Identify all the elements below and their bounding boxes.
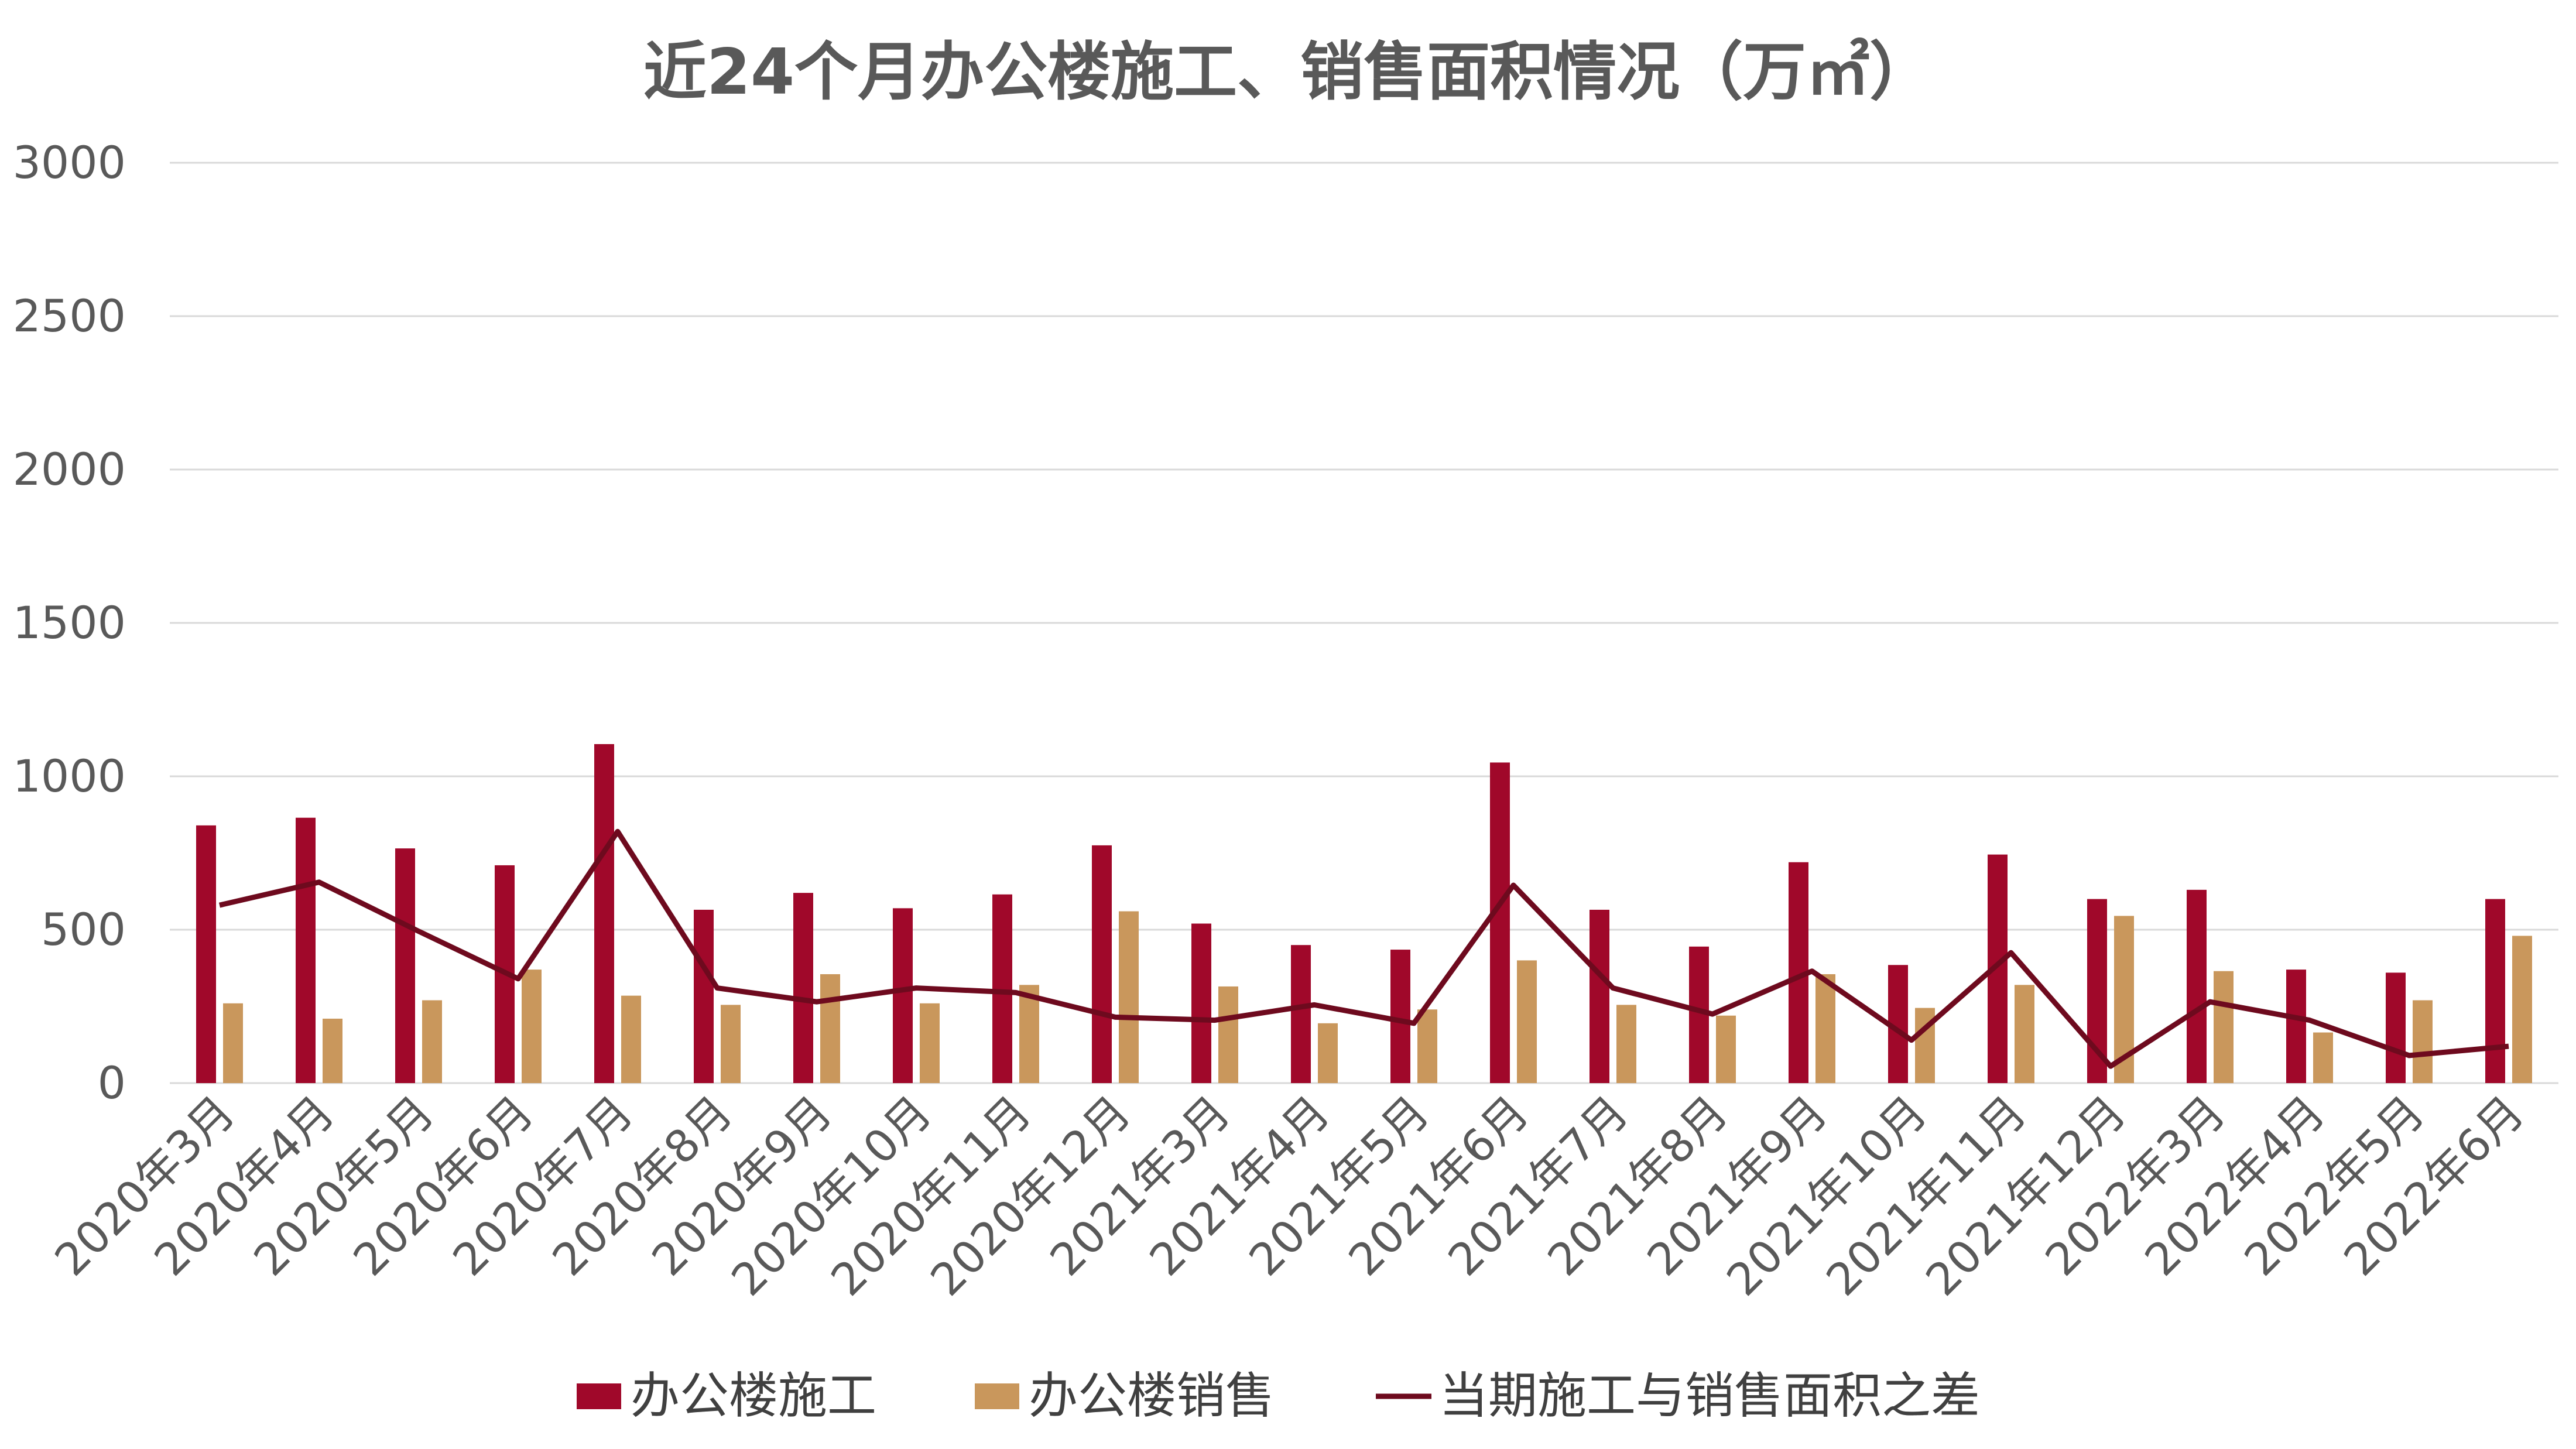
y-tick-label: 2500: [13, 290, 126, 342]
bar-construction: [1191, 923, 1211, 1083]
bar-construction: [1291, 945, 1311, 1083]
y-tick-label: 1000: [13, 750, 126, 802]
y-tick-label: 3000: [13, 136, 126, 189]
bar-sales: [1815, 974, 1835, 1083]
difference-line: [218, 828, 2509, 1069]
bar-construction: [594, 744, 614, 1083]
bar-sales: [1716, 1015, 1736, 1083]
gridlines: [170, 162, 2558, 1084]
bar-construction: [196, 825, 216, 1083]
y-axis-ticks: 0 500 1000 1500 2000 2500 3000: [13, 136, 126, 1109]
bars: [196, 744, 2532, 1083]
bar-construction: [2286, 970, 2306, 1083]
bar-construction: [694, 909, 714, 1083]
bar-sales: [1318, 1023, 1338, 1083]
y-tick-label: 1500: [13, 597, 126, 649]
y-tick-label: 2000: [13, 443, 126, 495]
bar-sales: [1218, 986, 1238, 1083]
bar-construction: [2386, 972, 2406, 1083]
bar-construction: [1490, 762, 1510, 1083]
bar-construction: [395, 848, 415, 1083]
bar-sales: [1417, 1009, 1437, 1083]
bar-construction: [1590, 909, 1609, 1083]
bar-sales: [2413, 1000, 2433, 1083]
bar-sales: [522, 970, 542, 1083]
bar-sales: [1019, 985, 1039, 1083]
bar-construction: [1390, 950, 1410, 1083]
y-tick-label: 0: [98, 1057, 126, 1109]
bar-sales: [2214, 971, 2234, 1083]
bar-sales: [223, 1003, 243, 1083]
x-axis-ticks: 2020年3月2020年4月2020年5月2020年6月2020年7月2020年…: [44, 1086, 2533, 1306]
bar-sales: [721, 1005, 741, 1083]
bar-construction: [793, 893, 813, 1083]
bar-sales: [1616, 1005, 1636, 1083]
bar-construction: [2485, 899, 2505, 1083]
bar-construction: [992, 894, 1012, 1083]
bar-sales: [422, 1000, 442, 1083]
bar-sales: [621, 995, 641, 1083]
bar-construction: [1092, 845, 1112, 1083]
legend-label: 办公楼施工: [631, 1367, 876, 1424]
bar-sales: [2512, 936, 2532, 1083]
chart-title: 近24个月办公楼施工、销售面积情况（万㎡）: [643, 36, 1933, 109]
legend-swatch: [975, 1383, 1019, 1409]
legend-label: 办公楼销售: [1029, 1367, 1275, 1424]
bar-sales: [920, 1003, 940, 1083]
bar-construction: [893, 908, 913, 1083]
legend-label: 当期施工与销售面积之差: [1439, 1367, 1980, 1424]
bar-sales: [820, 974, 840, 1083]
legend: 办公楼施工 办公楼销售 当期施工与销售面积之差: [577, 1367, 1980, 1424]
bar-construction: [2187, 889, 2207, 1083]
legend-swatch: [577, 1383, 621, 1409]
bar-construction: [296, 817, 316, 1083]
bar-sales: [1517, 960, 1537, 1083]
bar-sales: [2015, 985, 2034, 1083]
bar-sales: [1119, 911, 1139, 1083]
series-line-difference: [218, 828, 2509, 1069]
bar-sales: [323, 1018, 342, 1083]
y-tick-label: 500: [41, 903, 126, 955]
bar-sales: [2313, 1032, 2333, 1083]
